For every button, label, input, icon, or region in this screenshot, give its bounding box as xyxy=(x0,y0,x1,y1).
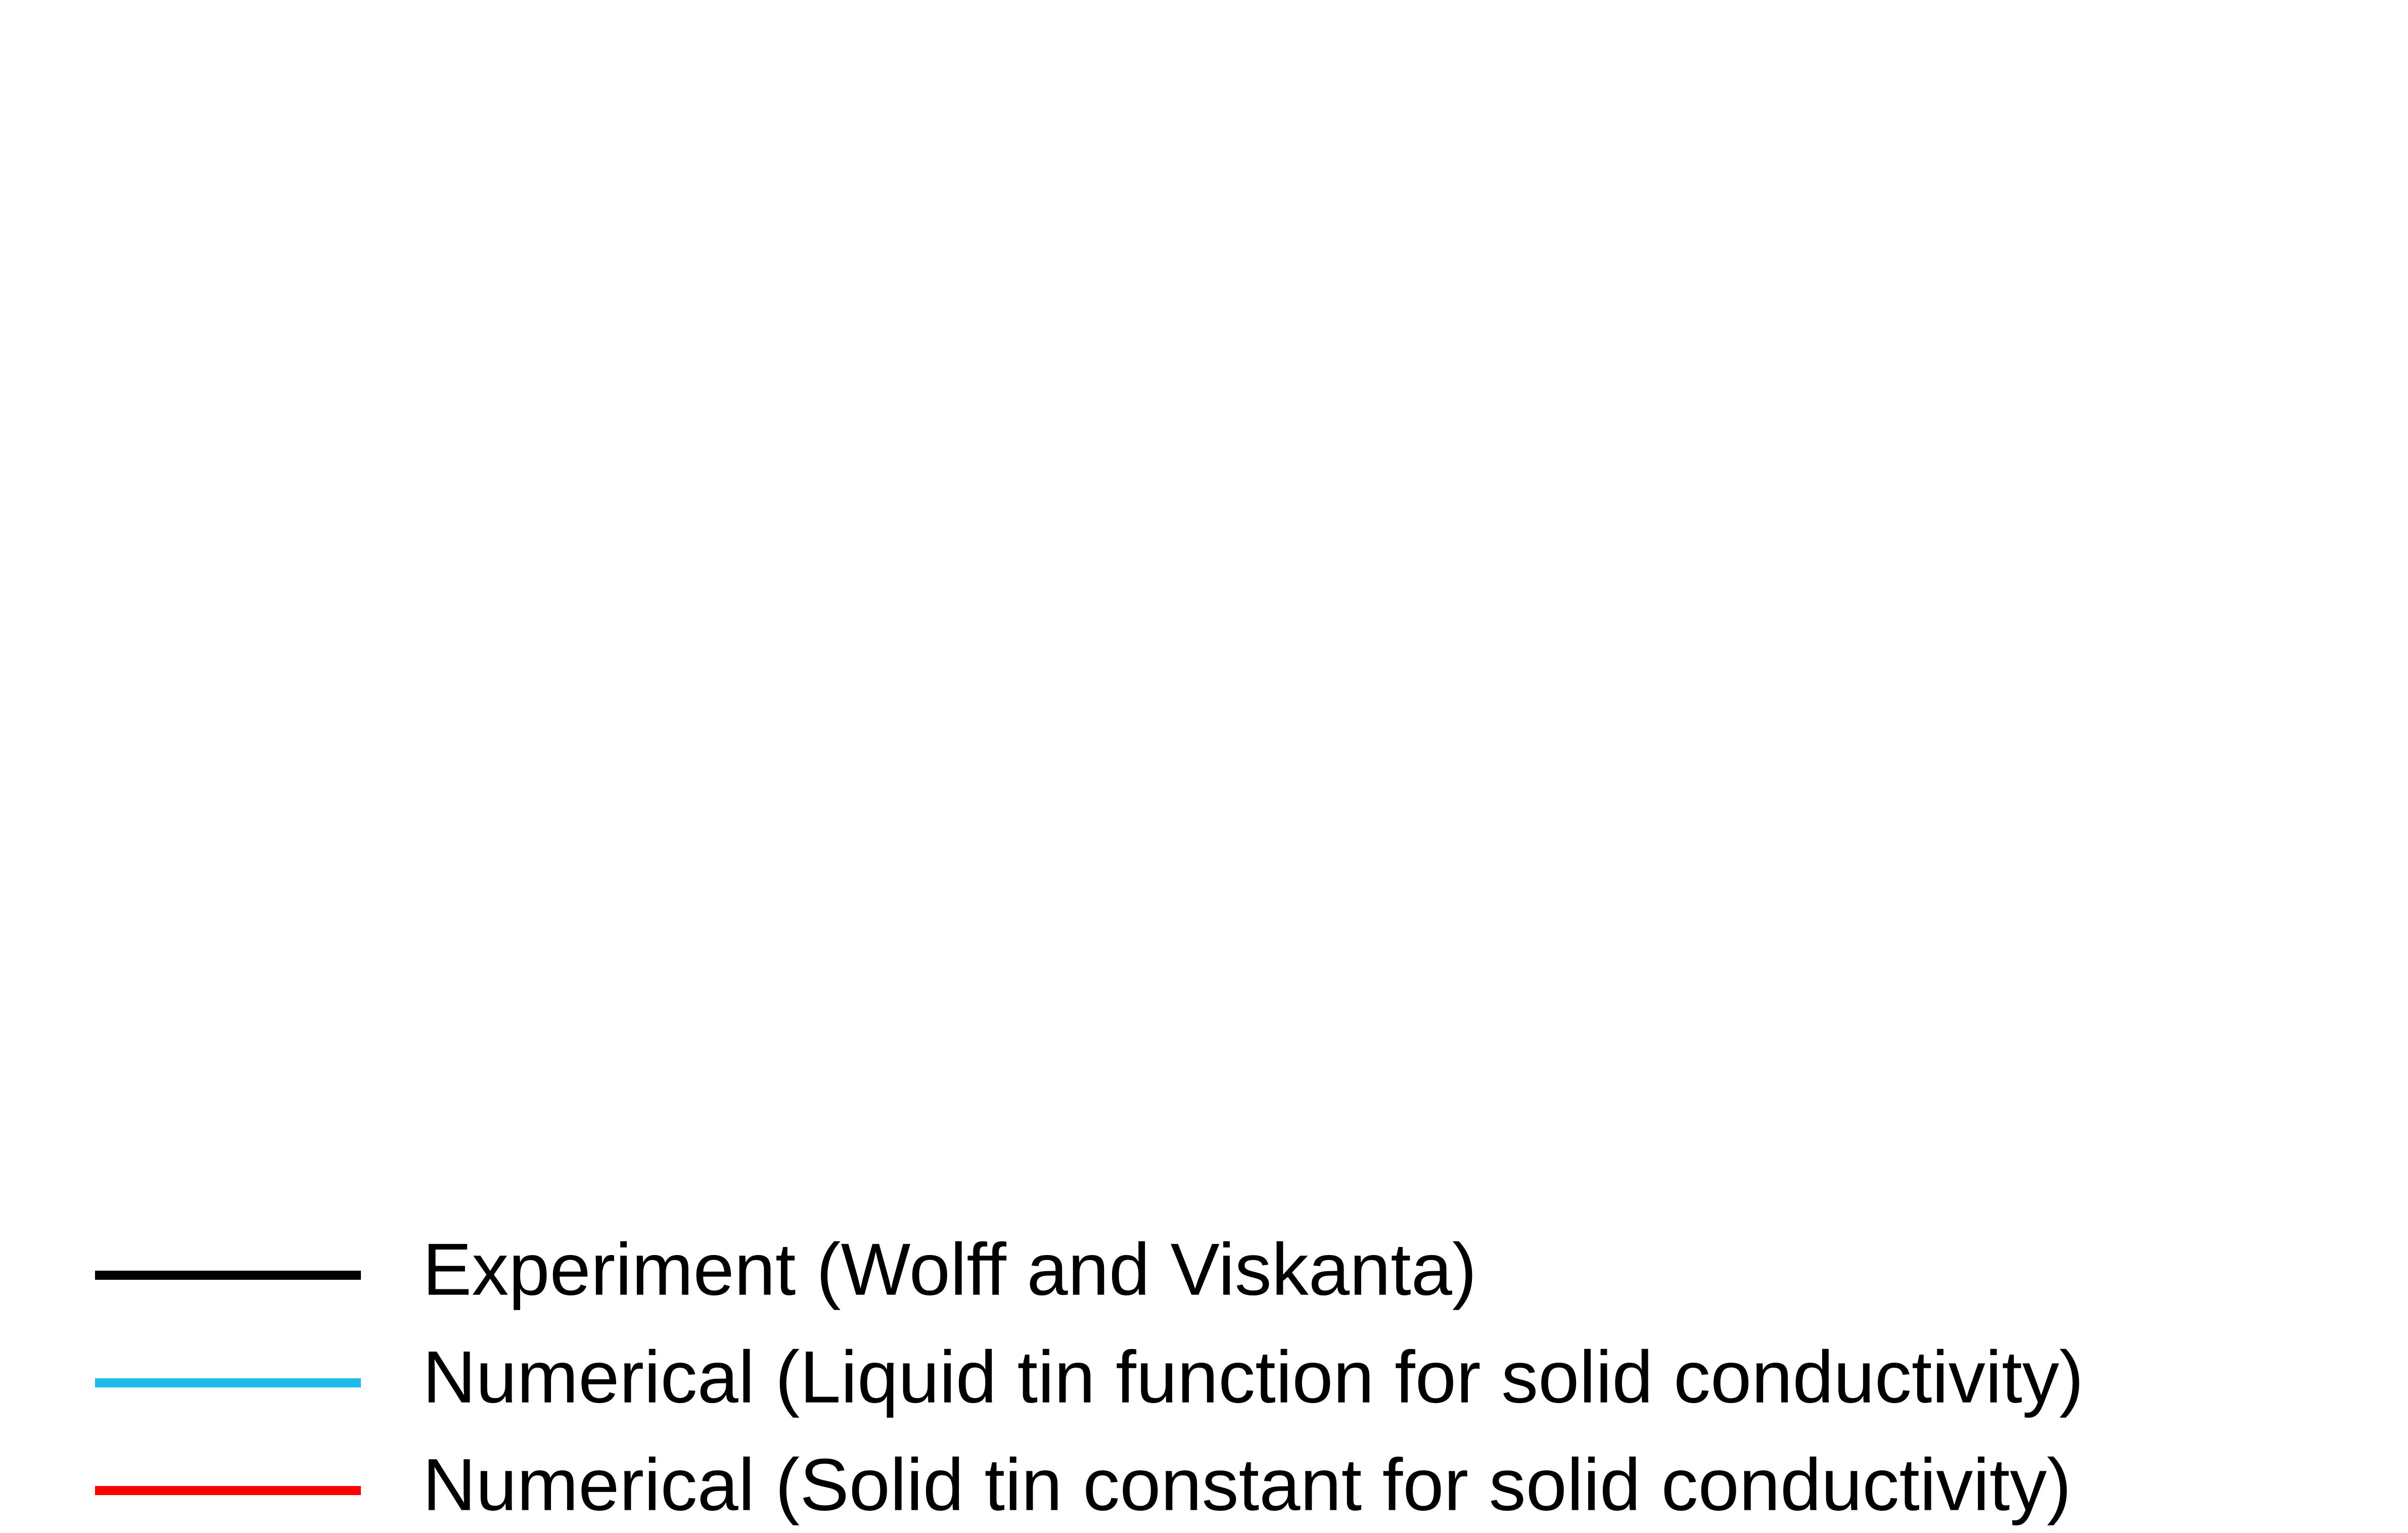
legend-label: Numerical (Solid tin constant for solid … xyxy=(423,1444,2071,1526)
legend-label: Experiment (Wolff and Viskanta) xyxy=(423,1228,1477,1311)
legend-label: Numerical (Liquid tin function for solid… xyxy=(423,1336,2083,1418)
